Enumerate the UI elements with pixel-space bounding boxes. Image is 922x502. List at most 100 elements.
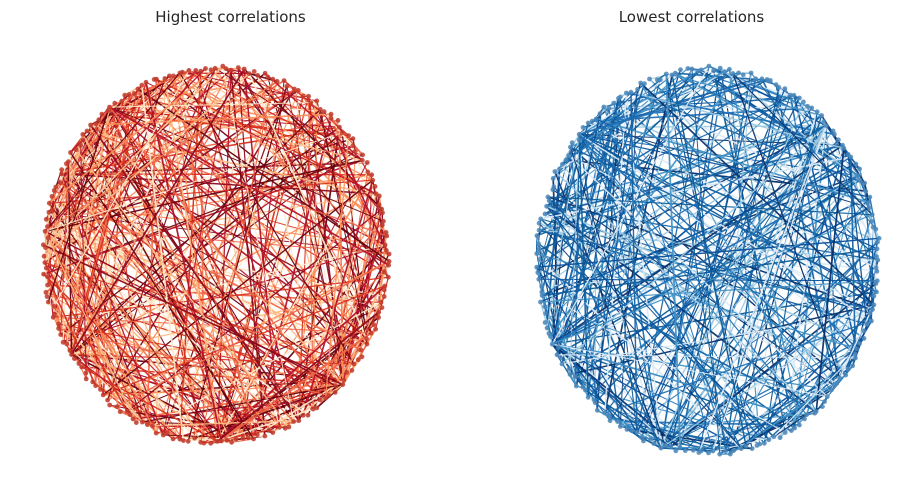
network-edge <box>578 133 800 426</box>
network-node <box>281 78 287 83</box>
network-node <box>567 372 573 377</box>
network-edge <box>109 106 389 266</box>
network-node <box>853 161 859 167</box>
network-edge <box>179 72 355 365</box>
network-edge <box>630 92 638 433</box>
network-node <box>642 81 647 87</box>
network-node <box>557 166 562 172</box>
network-edge <box>640 82 817 412</box>
network-node <box>809 105 815 111</box>
network-node <box>740 72 746 78</box>
network-node <box>791 92 797 98</box>
network-edge <box>660 241 879 449</box>
network-node <box>546 331 552 336</box>
network-node <box>782 430 788 435</box>
network-node <box>777 435 783 441</box>
network-node <box>167 73 172 79</box>
network-node <box>689 66 695 72</box>
network-edge <box>540 156 851 220</box>
network-node <box>801 99 806 105</box>
network-node <box>339 130 345 136</box>
network-node <box>727 451 733 457</box>
network-node <box>83 376 89 382</box>
network-edge <box>595 118 832 391</box>
network-node <box>64 341 70 347</box>
network-edge <box>578 133 808 416</box>
network-node <box>364 336 369 342</box>
network-node <box>381 287 387 293</box>
network-node <box>53 184 59 190</box>
network-node <box>49 194 55 199</box>
network-edge <box>69 139 84 154</box>
network-node <box>874 268 880 274</box>
network-node <box>857 178 863 183</box>
network-node <box>323 395 328 401</box>
network-node <box>536 220 542 226</box>
network-edge <box>698 125 827 453</box>
network-node <box>824 394 830 399</box>
network-node <box>233 436 239 442</box>
network-edge <box>712 125 827 452</box>
network-edge <box>69 107 111 351</box>
network-node <box>544 203 549 209</box>
network-edge <box>609 107 813 421</box>
network-node <box>606 105 612 111</box>
network-node <box>364 341 370 347</box>
network-node <box>203 66 208 71</box>
network-node <box>536 276 542 282</box>
network-node <box>382 242 388 248</box>
network-edge <box>725 202 870 452</box>
network-edge <box>773 414 807 438</box>
network-node <box>602 410 608 416</box>
network-edge <box>732 73 873 216</box>
network-edge <box>664 337 865 446</box>
network-node <box>668 444 674 449</box>
network-node <box>45 274 50 280</box>
network-edge <box>264 72 363 161</box>
network-node <box>870 307 875 312</box>
network-node <box>328 116 334 121</box>
network-node <box>862 180 867 186</box>
network-edge <box>551 65 710 345</box>
network-node <box>593 116 599 122</box>
network-edge <box>70 73 250 355</box>
network-node <box>874 289 879 295</box>
node-group <box>40 63 392 446</box>
network-node <box>634 429 640 435</box>
network-edge <box>128 94 363 156</box>
network-edge <box>712 115 823 452</box>
network-edge <box>132 399 321 420</box>
network-edge <box>49 179 373 204</box>
network-node <box>143 79 149 85</box>
network-edge <box>48 67 216 204</box>
network-edge <box>568 83 645 156</box>
network-edge <box>70 68 245 356</box>
network-node <box>538 299 543 305</box>
network-node <box>291 419 296 424</box>
network-edge <box>95 123 281 428</box>
network-edge <box>308 95 354 147</box>
network-node <box>848 154 854 160</box>
network-node <box>871 293 877 299</box>
network-node <box>601 104 607 110</box>
network-node <box>873 281 879 286</box>
network-edge <box>216 171 369 442</box>
network-node <box>853 355 858 361</box>
network-node <box>873 226 879 232</box>
network-edge <box>595 118 878 250</box>
network-node <box>738 446 744 451</box>
network-node <box>591 397 597 403</box>
network-node <box>93 121 99 127</box>
network-edge <box>162 70 232 436</box>
network-edge <box>660 101 804 449</box>
network-node <box>228 67 234 73</box>
edge-group <box>42 65 390 444</box>
network-edge <box>80 145 87 379</box>
network-edge <box>145 82 223 442</box>
network-edge <box>293 88 344 385</box>
network-node <box>382 283 388 289</box>
network-edge <box>579 133 870 198</box>
network-node <box>568 144 573 150</box>
network-node <box>284 83 290 89</box>
network-edge <box>53 70 197 307</box>
